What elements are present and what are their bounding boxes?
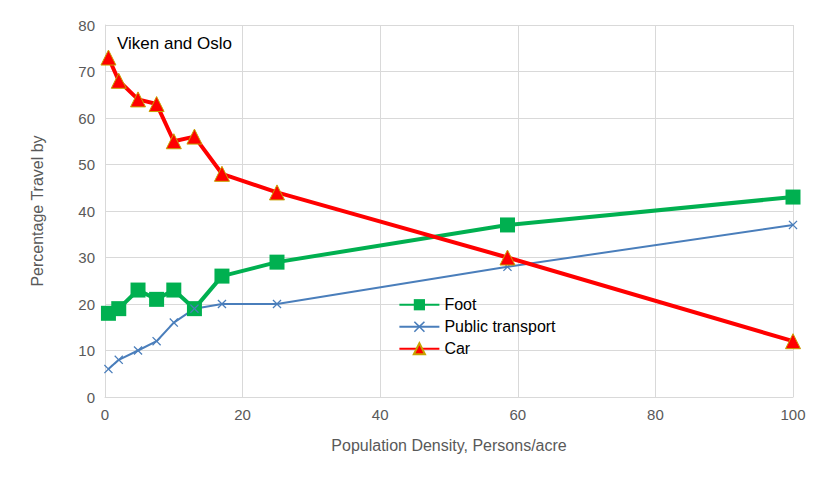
- svg-text:30: 30: [78, 249, 95, 266]
- svg-text:100: 100: [780, 406, 805, 423]
- svg-text:40: 40: [372, 406, 389, 423]
- svg-text:0: 0: [87, 389, 95, 406]
- svg-text:80: 80: [647, 406, 664, 423]
- svg-text:50: 50: [78, 156, 95, 173]
- svg-text:60: 60: [509, 406, 526, 423]
- svg-text:20: 20: [234, 406, 251, 423]
- svg-text:Population Density, Persons/ac: Population Density, Persons/acre: [331, 437, 566, 454]
- svg-text:Public transport: Public transport: [444, 318, 556, 335]
- svg-text:10: 10: [78, 342, 95, 359]
- svg-text:0: 0: [101, 406, 109, 423]
- svg-text:Viken and Oslo: Viken and Oslo: [117, 34, 232, 53]
- svg-text:Foot: Foot: [444, 296, 477, 313]
- svg-text:70: 70: [78, 63, 95, 80]
- svg-text:80: 80: [78, 17, 95, 34]
- svg-text:60: 60: [78, 110, 95, 127]
- svg-text:40: 40: [78, 203, 95, 220]
- svg-text:Percentage Travel by: Percentage Travel by: [29, 135, 46, 286]
- svg-text:20: 20: [78, 296, 95, 313]
- svg-text:Car: Car: [444, 340, 470, 357]
